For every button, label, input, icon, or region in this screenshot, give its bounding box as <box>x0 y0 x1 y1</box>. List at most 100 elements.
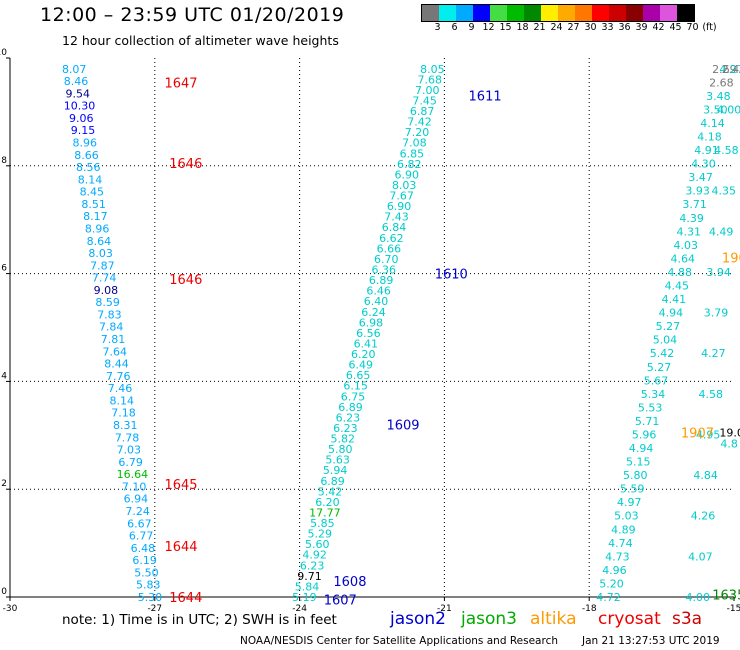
wave-height-label: 7.64 <box>102 345 127 358</box>
wave-height-label: 8.51 <box>81 198 106 211</box>
wave-height-label: 5.82 <box>331 433 356 446</box>
wave-height-label: 4.39 <box>679 212 704 225</box>
wave-height-label: 6.82 <box>397 158 422 171</box>
legend-label: 42 <box>652 22 665 33</box>
legend-label: 15 <box>499 22 512 33</box>
y-tick-label: 2 <box>1 479 7 489</box>
wave-height-label: 6.41 <box>354 337 379 350</box>
pass-time-label: 1907 <box>681 427 714 442</box>
wave-height-label: 7.24 <box>125 505 150 518</box>
wave-height-label: 6.79 <box>118 456 143 469</box>
wave-height-label: 5.03 <box>614 510 639 523</box>
color-legend-bar <box>421 4 695 22</box>
legend-label: 45 <box>669 22 682 33</box>
pass-time-label: 1635 <box>712 588 740 603</box>
y-tick-label: 6 <box>1 264 7 274</box>
pass-time-label: 190 <box>722 251 740 266</box>
wave-height-label: 8.56 <box>76 161 101 174</box>
wave-height-label: 7.42 <box>407 116 432 129</box>
wave-height-label: 4.58 <box>714 144 739 157</box>
wave-height-label: 4.72 <box>596 591 621 604</box>
x-tick-label: -21 <box>437 604 452 614</box>
wave-height-label: 5.94 <box>323 464 348 477</box>
wave-height-label: 5.80 <box>623 469 648 482</box>
footer-timestamp: Jan 21 13:27:53 UTC 2019 <box>582 635 720 647</box>
legend-label: 21 <box>533 22 546 33</box>
wave-height-label: 4.74 <box>608 537 633 550</box>
wave-height-label: 5.27 <box>656 320 681 333</box>
legend-swatch <box>558 5 575 21</box>
wave-height-label: 5.15 <box>626 456 651 469</box>
wave-height-label: 8.31 <box>113 419 138 432</box>
wave-height-label: 4.91 <box>694 144 719 157</box>
note-text: note: 1) Time is in UTC; 2) SWH is in fe… <box>62 612 337 628</box>
wave-height-label: 4.45 <box>665 279 690 292</box>
wave-height-label: 4.18 <box>697 131 722 144</box>
wave-height-label: 8.59 <box>95 296 120 309</box>
legend-swatch <box>456 5 473 21</box>
wave-height-label: 6.84 <box>382 221 407 234</box>
wave-height-label: 6.89 <box>320 475 345 488</box>
wave-height-label: 8.14 <box>78 173 103 186</box>
wave-height-label: 7.83 <box>97 308 122 321</box>
wave-height-label: 5.85 <box>310 517 335 530</box>
wave-height-label: 5.63 <box>325 454 350 467</box>
legend-label: 6 <box>451 22 458 33</box>
wave-height-label: 17.77 <box>309 506 341 519</box>
y-tick-label: 4 <box>1 371 7 381</box>
x-tick-label: -30 <box>3 604 18 614</box>
wave-height-label: 6.20 <box>315 496 340 509</box>
wave-height-label: 7.76 <box>106 370 131 383</box>
legend-label: 24 <box>550 22 563 33</box>
legend-swatch <box>422 5 439 21</box>
wave-height-label: 5.71 <box>635 415 660 428</box>
wave-height-label: 8.96 <box>73 136 98 149</box>
wave-height-label: 6.98 <box>359 316 384 329</box>
pass-time-label: 1645 <box>164 478 197 493</box>
wave-height-label: 6.70 <box>374 253 399 266</box>
wave-height-label: 4.84 <box>693 469 718 482</box>
wave-height-label: 3.94 <box>706 266 731 279</box>
wave-height-label: 5.30 <box>138 591 163 604</box>
wave-height-label: 5.19 <box>292 591 317 604</box>
wave-height-label: 5.42 <box>318 485 343 498</box>
wave-height-label: 6.90 <box>387 200 412 213</box>
wave-height-label: 4.89 <box>611 523 636 536</box>
wave-height-label: 2.69 <box>712 63 737 76</box>
legend-label: 70 <box>686 22 699 33</box>
wave-height-label: 5.80 <box>328 443 353 456</box>
wave-height-label: 6.89 <box>369 274 394 287</box>
legend-label: 27 <box>567 22 580 33</box>
wave-height-label: 4.41 <box>662 293 687 306</box>
legend-label: 33 <box>601 22 614 33</box>
legend-label: 18 <box>516 22 529 33</box>
wave-height-label: 3.48 <box>706 90 731 103</box>
wave-height-label: 7.67 <box>389 190 414 203</box>
legend-swatch <box>507 5 524 21</box>
wave-height-label: 7.08 <box>402 137 427 150</box>
pass-time-label: 1609 <box>386 419 419 434</box>
legend-swatch <box>609 5 626 21</box>
satellite-jason3: jason3 <box>461 609 517 629</box>
wave-height-label: 4.97 <box>617 496 642 509</box>
legend-swatch <box>643 5 660 21</box>
wave-height-label: 4.92 <box>302 549 327 562</box>
wave-height-label: 5.59 <box>620 483 645 496</box>
pass-time-label: 1610 <box>435 268 468 283</box>
wave-height-label: 19.0 <box>719 427 740 440</box>
wave-height-label: 7.68 <box>418 73 443 86</box>
legend-swatch <box>473 5 490 21</box>
wave-height-label: 6.20 <box>351 348 376 361</box>
wave-height-label: 6.90 <box>395 168 420 181</box>
wave-height-label: 7.46 <box>108 382 133 395</box>
pass-time-label: 1646 <box>169 157 202 172</box>
wave-height-label: 9.54 <box>65 87 90 100</box>
wave-height-label: 5.20 <box>599 577 624 590</box>
legend-label: 36 <box>618 22 631 33</box>
wave-height-label: 4.30 <box>691 158 716 171</box>
wave-height-label: 6.67 <box>127 517 152 530</box>
wave-height-label: 8.14 <box>110 394 135 407</box>
legend-swatch <box>626 5 643 21</box>
wave-height-label: 4.96 <box>602 564 627 577</box>
